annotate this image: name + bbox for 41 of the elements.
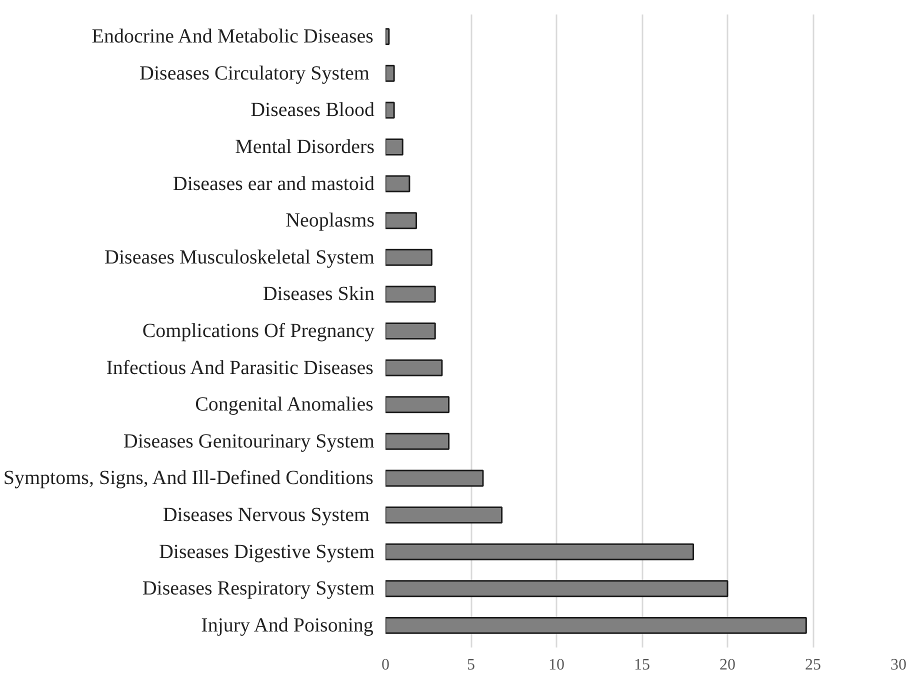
bar — [386, 175, 410, 192]
y-tick-label: Diseases Blood — [250, 99, 375, 122]
bar — [386, 64, 395, 82]
bar — [386, 543, 694, 560]
y-tick-label: Diseases Musculoskeletal System — [104, 246, 375, 268]
bar — [386, 616, 807, 634]
bar — [386, 248, 432, 266]
x-tick-label: 25 — [805, 656, 821, 674]
y-tick-label: Diseases ear and mastoid — [172, 172, 375, 195]
y-tick-label: Symptoms, Signs, And Ill-Defined Conditions — [3, 467, 374, 490]
x-tick-label: 10 — [548, 656, 564, 674]
x-tick-label: 5 — [467, 656, 475, 674]
y-tick-label: Diseases Genitourinary System — [123, 430, 375, 452]
y-tick-label: Diseases Nervous System — [162, 504, 370, 526]
bar — [386, 102, 395, 119]
bar — [386, 580, 728, 598]
y-tick-label: Congenital Anomalies — [195, 394, 374, 416]
y-tick-label: Infectious And Parasitic Diseases — [106, 356, 374, 379]
bar — [386, 470, 484, 487]
y-tick-label: Diseases Circulatory System — [140, 62, 370, 84]
bar — [386, 286, 436, 303]
bar — [386, 28, 390, 46]
bar — [386, 432, 450, 450]
x-tick-label: 30 — [890, 656, 906, 674]
bar — [386, 396, 450, 414]
x-tick-label: 20 — [720, 656, 736, 674]
bar — [386, 359, 443, 376]
bar — [386, 506, 503, 524]
x-tick-label: 0 — [382, 656, 390, 674]
bar — [386, 212, 418, 230]
y-tick-label: Endocrine And Metabolic Diseases — [92, 26, 374, 48]
y-tick-label: Complications Of Pregnancy — [142, 320, 375, 342]
y-tick-label: Mental Disorders — [235, 136, 375, 158]
y-tick-label: Injury And Poisoning — [201, 614, 374, 636]
y-tick-label: Neoplasms — [286, 210, 375, 232]
y-tick-label: Diseases Respiratory System — [142, 578, 375, 600]
bar — [386, 138, 404, 156]
bar — [386, 322, 436, 340]
y-tick-label: Diseases Skin — [262, 283, 375, 306]
x-tick-label: 15 — [634, 656, 650, 674]
y-tick-label: Diseases Digestive System — [158, 540, 375, 563]
